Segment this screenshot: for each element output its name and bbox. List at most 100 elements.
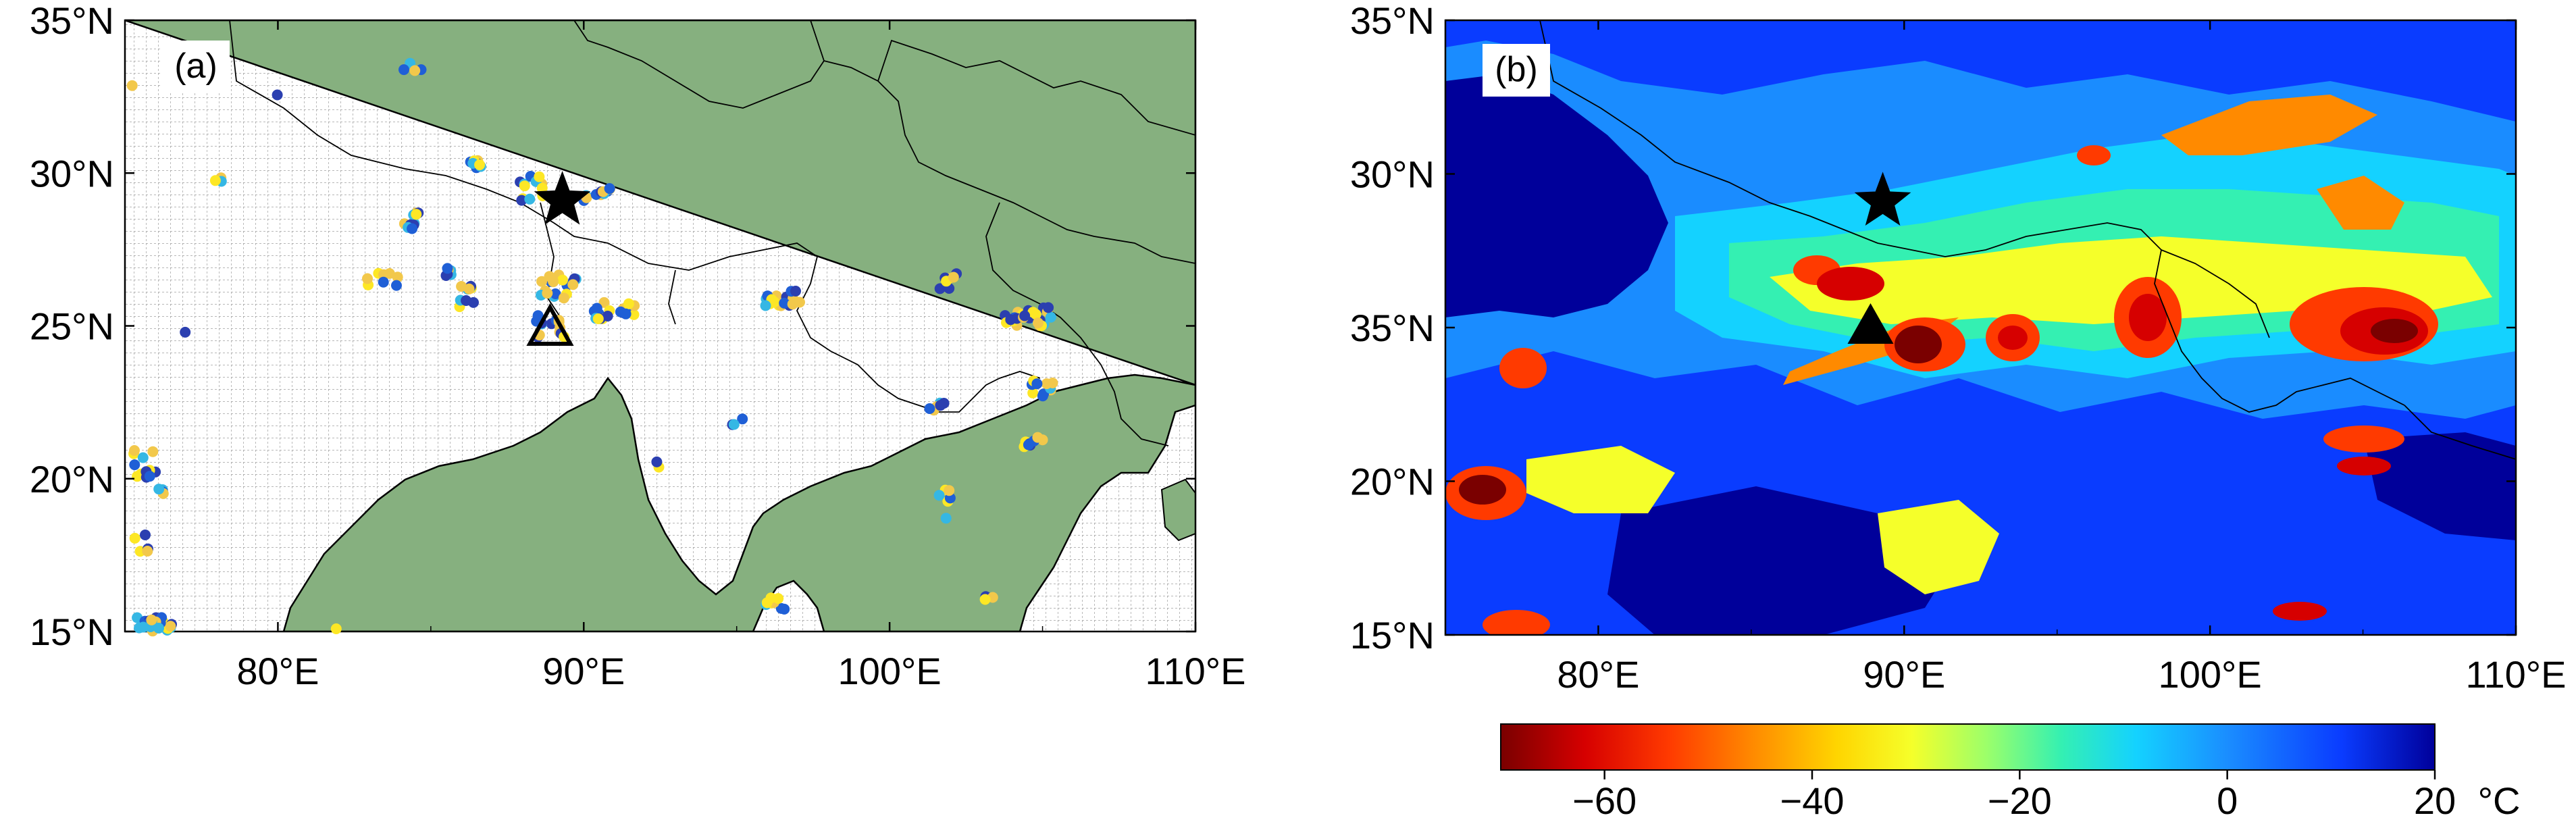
lightning-point <box>602 311 613 321</box>
cold-cloud-top <box>2077 145 2111 165</box>
panel-b: (b) 15°N 20°N 35°N 30°N 35°N 80°E 90°E 100°E 110… <box>1350 0 2567 696</box>
country-border <box>985 202 1169 446</box>
lon-tick-label: 110°E <box>1145 650 1245 692</box>
lightning-point <box>940 513 952 524</box>
lightning-point <box>272 89 283 101</box>
lat-tick-label: 15°N <box>1350 614 1435 656</box>
land-area <box>125 20 1195 632</box>
cold-cloud-top <box>2273 602 2327 621</box>
lightning-point <box>1037 390 1048 402</box>
cold-cloud-top <box>1998 326 2028 350</box>
lightning-point <box>557 274 568 286</box>
colorbar-tick-label: −60 <box>1572 779 1637 822</box>
lightning-point <box>623 298 634 309</box>
lightning-point <box>391 280 402 291</box>
axis-ticks: 15°N 20°N 35°N 30°N 35°N 80°E 90°E 100°E 110°E <box>1350 0 2567 696</box>
lightning-point <box>779 297 790 309</box>
lightning-point <box>516 195 527 206</box>
lightning-point <box>153 623 164 634</box>
star-marker <box>534 171 591 225</box>
lightning-point <box>153 484 165 495</box>
colorbar-gradient <box>1500 723 2436 771</box>
country-border <box>810 20 1195 136</box>
lightning-point <box>737 413 748 425</box>
lightning-point <box>1041 378 1052 390</box>
lightning-point <box>598 297 610 308</box>
colorbar-tick-label: 20 <box>2414 779 2456 822</box>
cold-cloud-top <box>1499 348 1547 388</box>
lightning-point <box>330 623 342 634</box>
lightning-point <box>651 456 663 467</box>
lightning-point <box>129 459 140 471</box>
triangle-marker <box>526 303 574 346</box>
lightning-point <box>442 263 453 274</box>
cold-cloud-top <box>1483 610 1550 635</box>
lightning-point <box>933 490 945 501</box>
cold-cloud-top <box>1817 267 1884 301</box>
lightning-point <box>409 65 421 76</box>
lightning-point <box>1031 378 1043 390</box>
colorbar-tick-label: 0 <box>2217 779 2238 822</box>
lightning-point <box>1032 432 1044 443</box>
cold-cloud-top <box>2129 294 2167 341</box>
star-marker <box>1854 172 1911 226</box>
lightning-point <box>378 276 389 288</box>
cold-cloud-top <box>2323 426 2404 453</box>
lightning-point <box>146 614 157 625</box>
lon-tick-label: 110°E <box>2465 653 2566 696</box>
lightning-point <box>550 288 561 299</box>
lon-tick-label: 100°E <box>2159 653 2262 696</box>
lightning-point <box>728 419 740 430</box>
lightning-point <box>129 532 140 544</box>
lightning-point <box>1045 311 1056 323</box>
lat-tick-label: 25°N <box>30 305 114 348</box>
lightning-point <box>392 272 403 283</box>
lon-tick-label: 80°E <box>1557 653 1639 696</box>
lightning-point <box>567 279 579 290</box>
lightning-point <box>935 400 946 411</box>
lightning-point <box>1043 302 1054 313</box>
panel-label-box <box>162 41 230 93</box>
lightning-point <box>209 175 221 186</box>
lightning-point <box>137 452 149 463</box>
cold-cloud-top <box>2337 457 2391 475</box>
lightning-point <box>591 303 602 314</box>
lightning-point <box>620 308 632 319</box>
lightning-point <box>1033 317 1044 329</box>
lightning-point <box>558 292 569 304</box>
country-border <box>2161 249 2516 460</box>
lightning-point <box>362 273 373 284</box>
lightning-point <box>547 275 559 286</box>
lightning-point <box>944 485 955 496</box>
lat-tick-label: 35°N <box>30 0 114 42</box>
lightning-point <box>180 326 191 338</box>
marker-layer <box>526 171 591 346</box>
warm-region <box>1878 500 1999 594</box>
lightning-point <box>147 446 159 457</box>
panel-a: (a) 15°N 20°N 25°N 30°N 35°N 80°E 90°E 100°E 110… <box>30 0 1246 692</box>
lightning-point <box>461 295 472 306</box>
lightning-point <box>1019 310 1031 321</box>
lightning-point <box>398 64 409 76</box>
lightning-point <box>787 299 798 310</box>
lightning-point <box>463 283 475 294</box>
lightning-points <box>126 57 1058 637</box>
lightning-point <box>592 313 604 324</box>
lightning-point <box>979 594 991 605</box>
colorbar-ticks: −60 −40 −20 0 20 <box>1572 770 2456 822</box>
deep-cold-region <box>2364 432 2516 540</box>
lat-tick-label: 35°N <box>1350 307 1435 349</box>
lightning-point <box>536 276 548 287</box>
lightning-point <box>407 223 418 234</box>
lightning-point <box>760 300 771 311</box>
cold-cloud-top <box>1895 326 1942 363</box>
lat-tick-label: 20°N <box>1350 461 1435 503</box>
lat-tick-label: 30°N <box>30 152 114 195</box>
lightning-point <box>519 180 530 192</box>
colorbar-tick-label: −20 <box>1988 779 2052 822</box>
island-shape <box>1160 478 1195 542</box>
lightning-point <box>1030 309 1041 320</box>
deep-cold-region <box>1607 486 1959 635</box>
warm-region <box>2161 95 2377 155</box>
panel-label-b: (b) <box>1495 50 1538 89</box>
